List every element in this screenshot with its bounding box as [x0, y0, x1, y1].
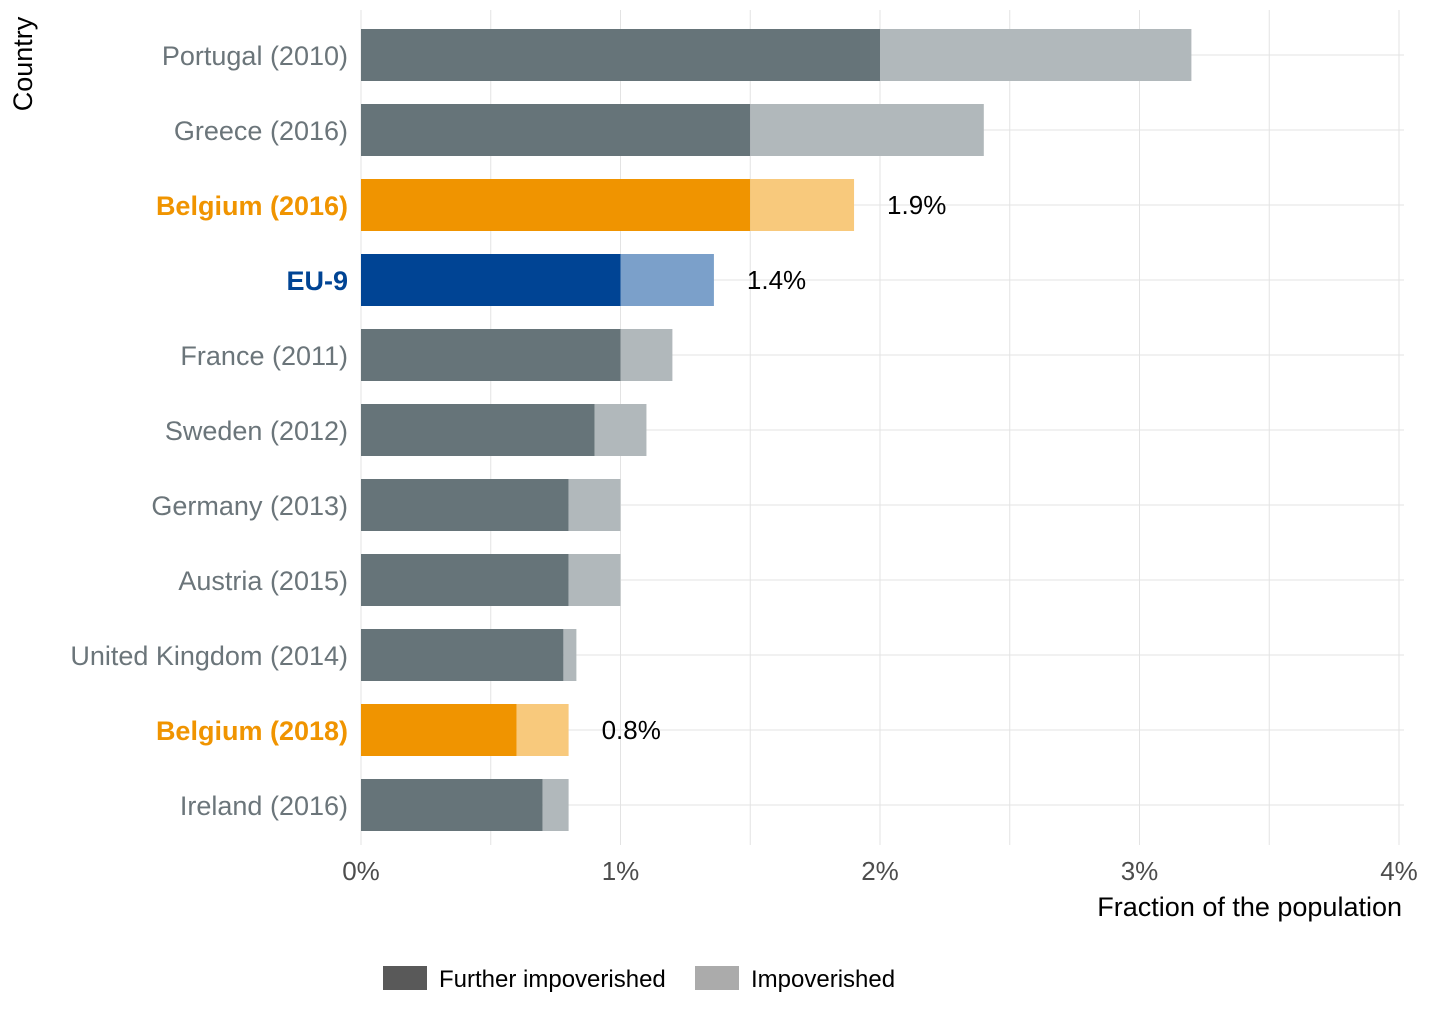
category-label-austria-2015: Austria (2015) [178, 566, 348, 596]
bar-impoverished-portugal-2010 [880, 29, 1192, 81]
bar-impoverished-sweden-2012 [594, 404, 647, 456]
legend-label-impoverished: Impoverished [751, 966, 895, 993]
bar-impoverished-belgium-2018 [516, 704, 569, 756]
bar-further-impoverished-belgium-2016 [361, 179, 751, 231]
bars [361, 29, 1192, 831]
category-label-belgium-2016: Belgium (2016) [156, 191, 348, 221]
bar-further-impoverished-ireland-2016 [361, 779, 543, 831]
category-label-eu-9: EU-9 [286, 266, 348, 296]
x-tick-label: 0% [342, 856, 380, 886]
bar-impoverished-germany-2013 [568, 479, 621, 531]
x-tick-label: 2% [861, 856, 899, 886]
legend-swatch-further-impoverished [383, 966, 427, 990]
bar-further-impoverished-greece-2016 [361, 104, 751, 156]
legend-label-further-impoverished: Further impoverished [439, 966, 666, 993]
bar-impoverished-belgium-2016 [750, 179, 855, 231]
category-label-greece-2016: Greece (2016) [174, 116, 348, 146]
bar-further-impoverished-germany-2013 [361, 479, 569, 531]
category-label-sweden-2012: Sweden (2012) [165, 416, 348, 446]
category-label-belgium-2018: Belgium (2018) [156, 716, 348, 746]
bar-further-impoverished-austria-2015 [361, 554, 569, 606]
bar-further-impoverished-sweden-2012 [361, 404, 595, 456]
bar-impoverished-eu-9 [620, 254, 714, 306]
bar-impoverished-united-kingdom-2014 [563, 629, 577, 681]
legend: Further impoverished Impoverished [383, 966, 895, 993]
bar-impoverished-greece-2016 [750, 104, 984, 156]
category-labels: Portugal (2010) Greece (2016) Belgium (201… [70, 41, 348, 821]
category-label-ireland-2016: Ireland (2016) [180, 791, 348, 821]
x-axis-ticks: 0% 1% 2% 3% 4% [342, 856, 1418, 886]
bar-further-impoverished-france-2011 [361, 329, 621, 381]
x-tick-label: 3% [1121, 856, 1159, 886]
y-axis-title: Country [8, 16, 38, 111]
bar-further-impoverished-belgium-2018 [361, 704, 517, 756]
value-label-eu-9: 1.4% [747, 265, 806, 295]
bar-further-impoverished-eu-9 [361, 254, 621, 306]
category-label-france-2011: France (2011) [180, 341, 348, 371]
bar-further-impoverished-united-kingdom-2014 [361, 629, 564, 681]
legend-swatch-impoverished [695, 966, 739, 990]
value-label-belgium-2016: 1.9% [887, 190, 946, 220]
bar-further-impoverished-portugal-2010 [361, 29, 880, 81]
bar-impoverished-austria-2015 [568, 554, 621, 606]
category-label-united-kingdom-2014: United Kingdom (2014) [70, 641, 348, 671]
value-labels: 1.9% 1.4% 0.8% [602, 190, 947, 745]
x-axis-title: Fraction of the population [1097, 892, 1402, 922]
category-label-germany-2013: Germany (2013) [151, 491, 348, 521]
x-tick-label: 1% [602, 856, 640, 886]
value-label-belgium-2018: 0.8% [602, 715, 661, 745]
bar-impoverished-france-2011 [620, 329, 673, 381]
x-tick-label: 4% [1380, 856, 1418, 886]
category-label-portugal-2010: Portugal (2010) [162, 41, 348, 71]
bar-impoverished-ireland-2016 [542, 779, 569, 831]
